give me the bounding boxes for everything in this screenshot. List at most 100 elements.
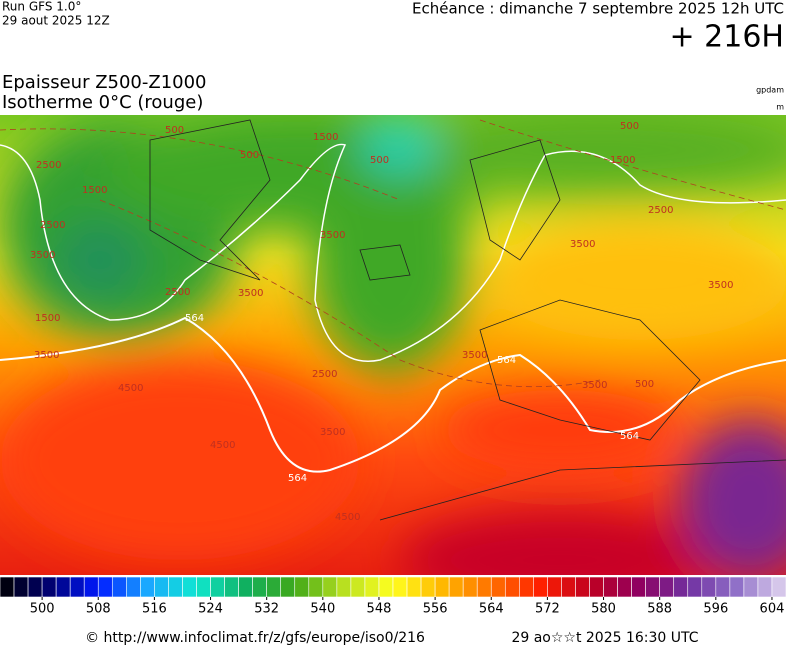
contour-label: 564 xyxy=(497,355,516,366)
colorbar-cell xyxy=(519,576,534,598)
unit-label: m xyxy=(776,103,784,112)
colorbar-cell xyxy=(378,576,394,598)
colorbar-cell xyxy=(659,576,675,598)
contour-label: 2500 xyxy=(40,220,65,231)
title: Epaisseur Z500-Z1000 xyxy=(2,72,207,93)
colorbar-cell xyxy=(715,576,731,598)
contour-label: 1500 xyxy=(313,132,338,143)
contour-label: 4500 xyxy=(210,440,235,451)
valid-time: Echéance : dimanche 7 septembre 2025 12h… xyxy=(412,0,784,18)
contour-label: 4500 xyxy=(335,512,360,523)
contour-label: 2500 xyxy=(36,160,61,171)
colorbar-cell xyxy=(561,576,576,598)
colorbar-cell xyxy=(490,576,506,598)
colorbar-cell xyxy=(448,576,464,598)
colorbar-cell xyxy=(238,576,253,598)
subtitle: Isotherme 0°C (rouge) xyxy=(2,92,203,113)
colorbar-cell xyxy=(83,576,99,598)
colorbar-cell xyxy=(280,576,296,598)
colorbar-cell xyxy=(771,576,786,598)
colorbar-cell xyxy=(27,576,43,598)
colorbar-tick-label: 540 xyxy=(310,602,335,617)
colorbar: 500 508 516 524 532 540 548 556 564 572 580 588 596 6… xyxy=(0,576,786,617)
unit-label: gpdam xyxy=(756,86,784,95)
colorbar-cell xyxy=(701,576,717,598)
colorbar-cell xyxy=(533,576,548,598)
contour-label: 3500 xyxy=(34,350,59,361)
contour-label: 500 xyxy=(240,150,259,161)
contour-label: 564 xyxy=(185,313,204,324)
source-credit: © http://www.infoclimat.fr/z/gfs/europe/… xyxy=(85,630,425,646)
colorbar-cell xyxy=(69,576,85,598)
colorbar-cell xyxy=(13,576,29,598)
colorbar-cell xyxy=(364,576,380,598)
map: 500 1500 2500 3500 500 1500 2500 500 350… xyxy=(0,115,786,575)
run-label: Run GFS 1.0° xyxy=(2,0,81,14)
contour-label: 500 xyxy=(620,121,639,132)
colorbar-cell xyxy=(140,576,155,598)
colorbar-cell xyxy=(224,576,239,598)
contour-label: 500 xyxy=(165,125,184,136)
contour-label: 3500 xyxy=(708,280,733,291)
colorbar-cell xyxy=(322,576,338,598)
contour-label: 1500 xyxy=(82,185,107,196)
colorbar-tick-label: 604 xyxy=(760,602,785,617)
colorbar-cell xyxy=(55,576,71,598)
colorbar-cell xyxy=(743,576,759,598)
colorbar-cell xyxy=(757,576,773,598)
generated-time: 29 ao☆☆t 2025 16:30 UTC xyxy=(511,630,698,646)
contour-label: 4500 xyxy=(118,383,143,394)
colorbar-cell xyxy=(645,576,660,598)
colorbar-cell xyxy=(196,576,211,598)
colorbar-cell xyxy=(210,576,225,598)
colorbar-cell xyxy=(182,576,197,598)
colorbar-tick-label: 548 xyxy=(367,602,392,617)
contour-label: 3500 xyxy=(582,380,607,391)
contour-label: 2500 xyxy=(165,287,190,298)
run-date: 29 aout 2025 12Z xyxy=(2,14,110,28)
colorbar-cell xyxy=(687,576,703,598)
colorbar-cell xyxy=(308,576,324,598)
contour-label: 3500 xyxy=(320,427,345,438)
contour-label: 3500 xyxy=(462,350,487,361)
colorbar-cell xyxy=(392,576,408,598)
colorbar-cell xyxy=(0,576,15,598)
contour-label: 564 xyxy=(620,431,639,442)
colorbar-tick-label: 508 xyxy=(86,602,111,617)
colorbar-cell xyxy=(589,576,604,598)
colorbar-cell xyxy=(111,576,127,598)
colorbar-tick-label: 572 xyxy=(535,602,560,617)
colorbar-tick-label: 532 xyxy=(254,602,279,617)
contour-label: 3500 xyxy=(238,288,263,299)
colorbar-cell xyxy=(631,576,646,598)
colorbar-cell xyxy=(617,576,632,598)
colorbar-cell xyxy=(476,576,492,598)
colorbar-cell xyxy=(434,576,450,598)
contour-label: 1500 xyxy=(35,313,60,324)
contour-label: 500 xyxy=(635,379,654,390)
colorbar-tick-label: 596 xyxy=(703,602,728,617)
contour-label: 3500 xyxy=(30,250,55,261)
colorbar-tick-label: 588 xyxy=(647,602,672,617)
colorbar-cell xyxy=(294,576,310,598)
lead-time: + 216H xyxy=(670,20,785,55)
colorbar-tick-label: 580 xyxy=(591,602,616,617)
contour-label: 2500 xyxy=(312,369,337,380)
contour-label: 3500 xyxy=(320,230,345,241)
colorbar-cell xyxy=(603,576,618,598)
colorbar-cell xyxy=(729,576,745,598)
colorbar-tick-label: 524 xyxy=(198,602,223,617)
colorbar-cell xyxy=(504,576,520,598)
colorbar-cell xyxy=(266,576,282,598)
colorbar-cell xyxy=(462,576,478,598)
colorbar-tick-label: 516 xyxy=(142,602,167,617)
colorbar-cell xyxy=(126,576,141,598)
colorbar-cell xyxy=(154,576,169,598)
colorbar-cell xyxy=(252,576,267,598)
colorbar-tick-label: 564 xyxy=(479,602,504,617)
colorbar-cell xyxy=(336,576,352,598)
colorbar-cell xyxy=(168,576,183,598)
contour-label: 2500 xyxy=(648,205,673,216)
colorbar-cell xyxy=(547,576,562,598)
contour-label: 1500 xyxy=(610,155,635,166)
